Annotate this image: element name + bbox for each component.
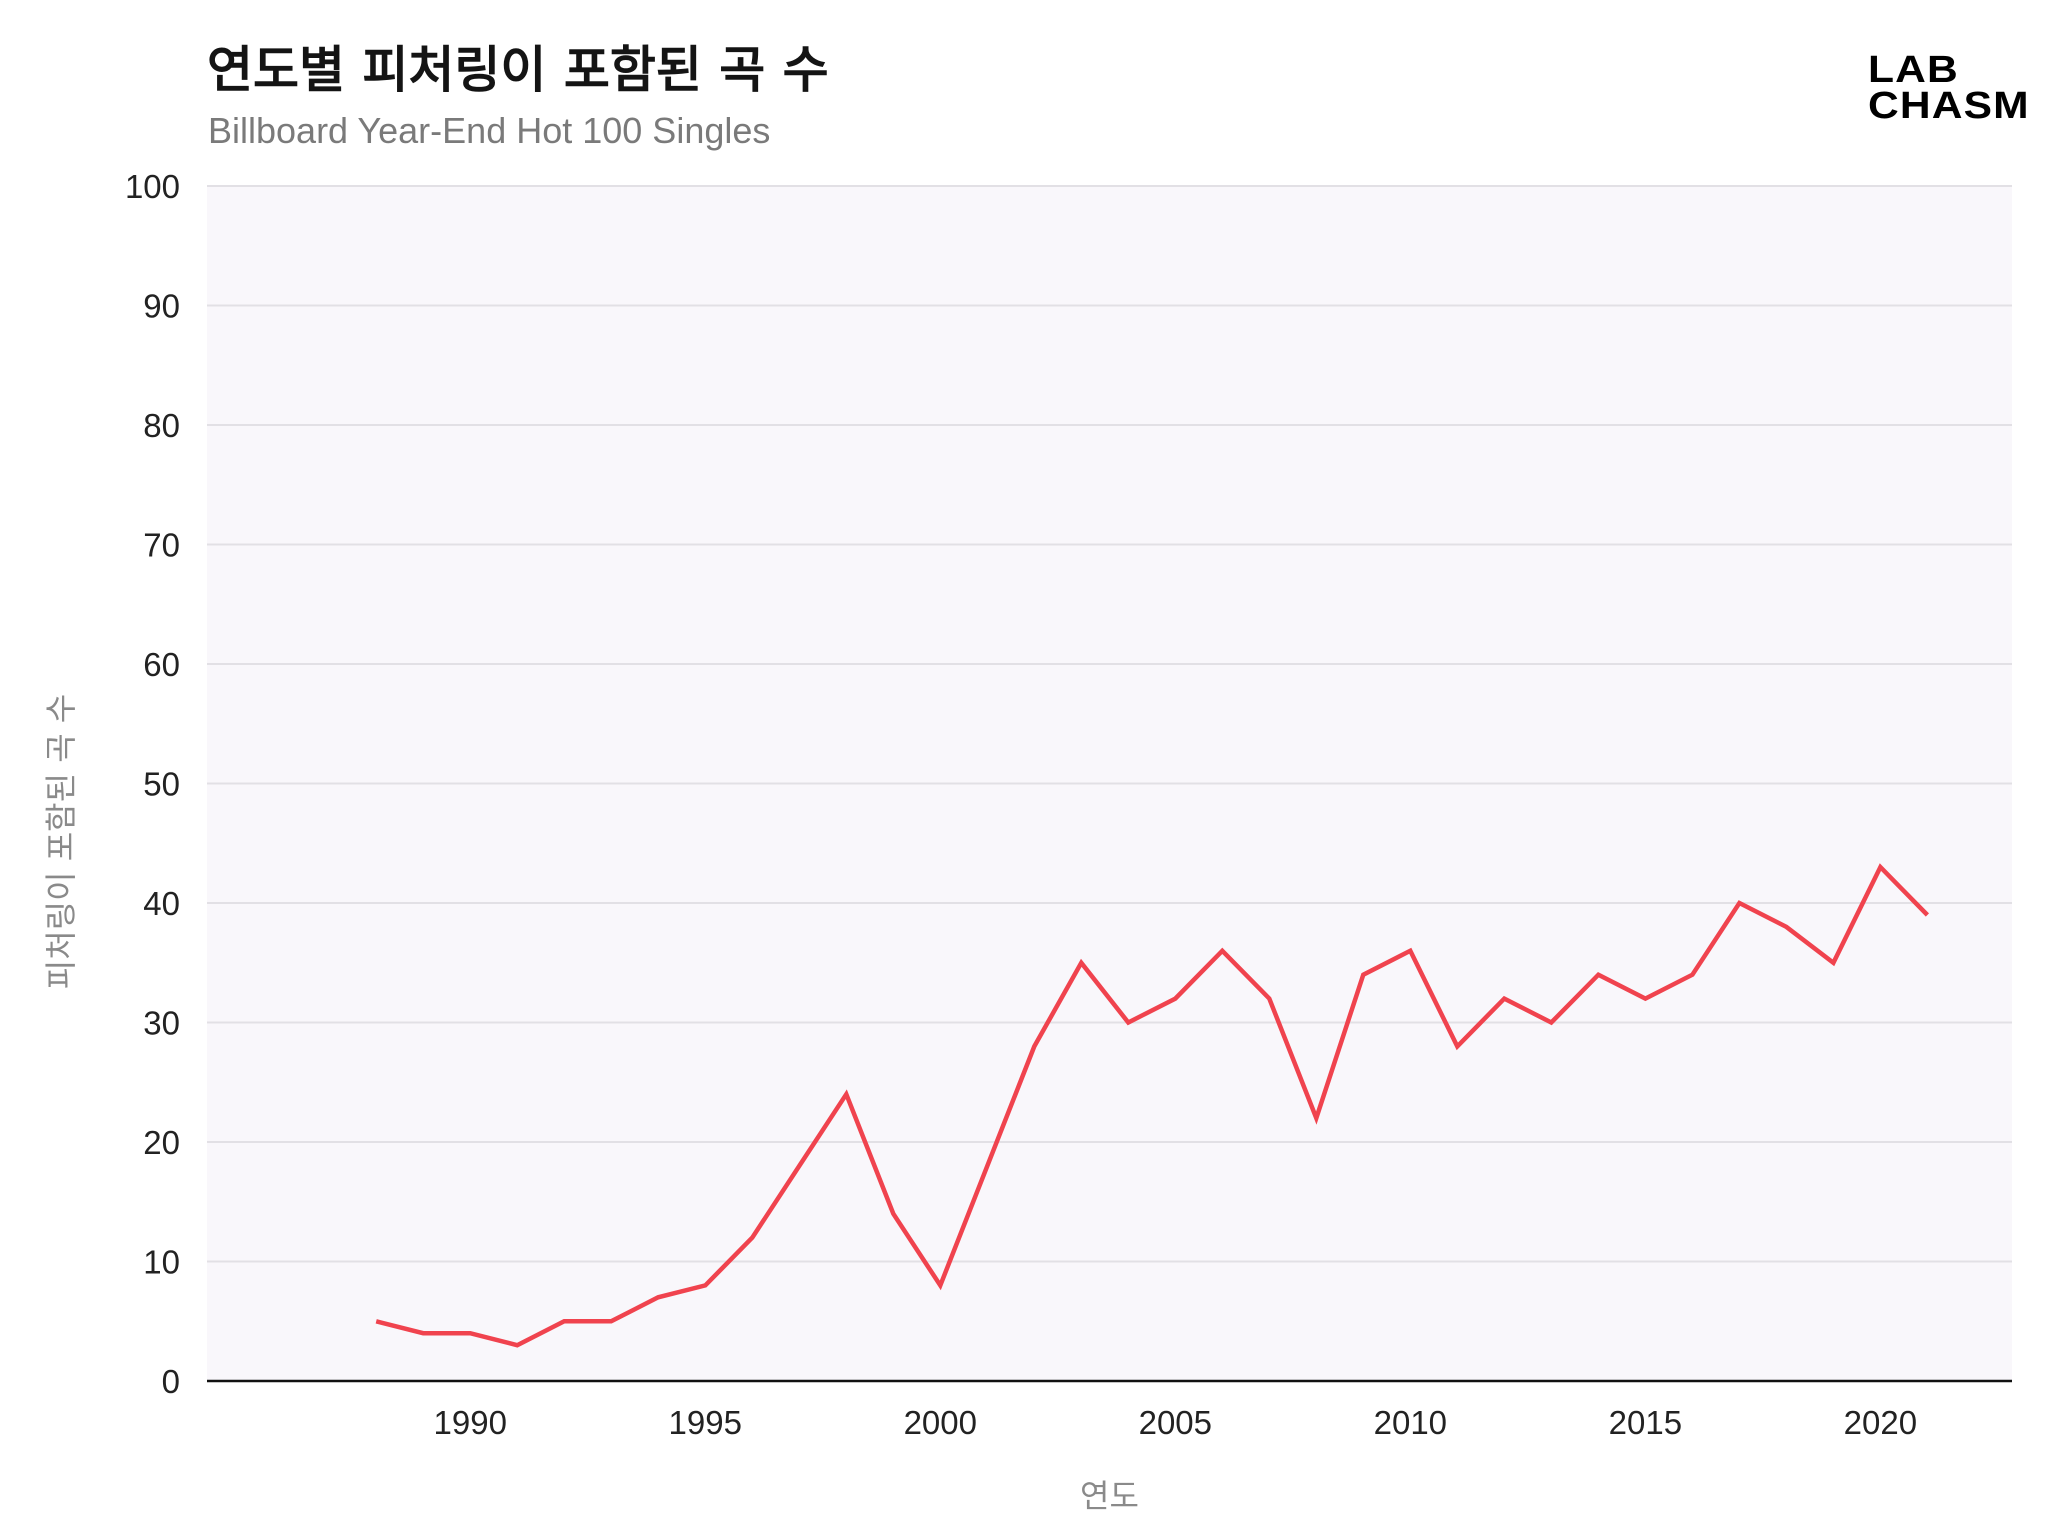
- x-tick-label: 2005: [1139, 1404, 1212, 1441]
- y-tick-label: 20: [143, 1124, 180, 1161]
- y-tick-label: 50: [143, 766, 180, 803]
- gridlines: [207, 185, 2012, 1263]
- y-tick-label: 90: [143, 288, 180, 325]
- y-tick-label: 30: [143, 1005, 180, 1042]
- series-line: [375, 863, 1930, 1348]
- x-axis-label: 연도: [1080, 1477, 1139, 1515]
- x-tick-label: 1990: [434, 1404, 507, 1441]
- y-axis-label: 피처링이 포함된 곡 수: [42, 694, 80, 989]
- y-axis-ticks: 0 10 20 30 40 50 60 70 80 90 100: [125, 168, 180, 1400]
- x-tick-label: 2020: [1844, 1404, 1917, 1441]
- y-tick-label: 60: [143, 646, 180, 683]
- chart-title: 연도별 피처링이 포함된 곡 수: [207, 41, 829, 99]
- y-tick-label: 70: [143, 527, 180, 564]
- x-tick-label: 2000: [904, 1404, 977, 1441]
- logo-line-2: CHASM: [1868, 85, 2030, 127]
- y-tick-label: 0: [162, 1363, 180, 1400]
- x-tick-label: 2010: [1374, 1404, 1447, 1441]
- brand-logo: LAB CHASM: [1868, 49, 2030, 127]
- y-tick-label: 10: [143, 1244, 180, 1281]
- x-axis-ticks: 1990 1995 2000 2005 2010 2015 2020: [434, 1404, 1918, 1441]
- chart-subtitle: Billboard Year-End Hot 100 Singles: [208, 110, 771, 151]
- logo-line-1: LAB: [1868, 49, 1959, 91]
- y-tick-label: 40: [143, 885, 180, 922]
- y-tick-label: 100: [125, 168, 180, 205]
- x-tick-label: 2015: [1609, 1404, 1682, 1441]
- x-tick-label: 1995: [669, 1404, 742, 1441]
- y-tick-label: 80: [143, 407, 180, 444]
